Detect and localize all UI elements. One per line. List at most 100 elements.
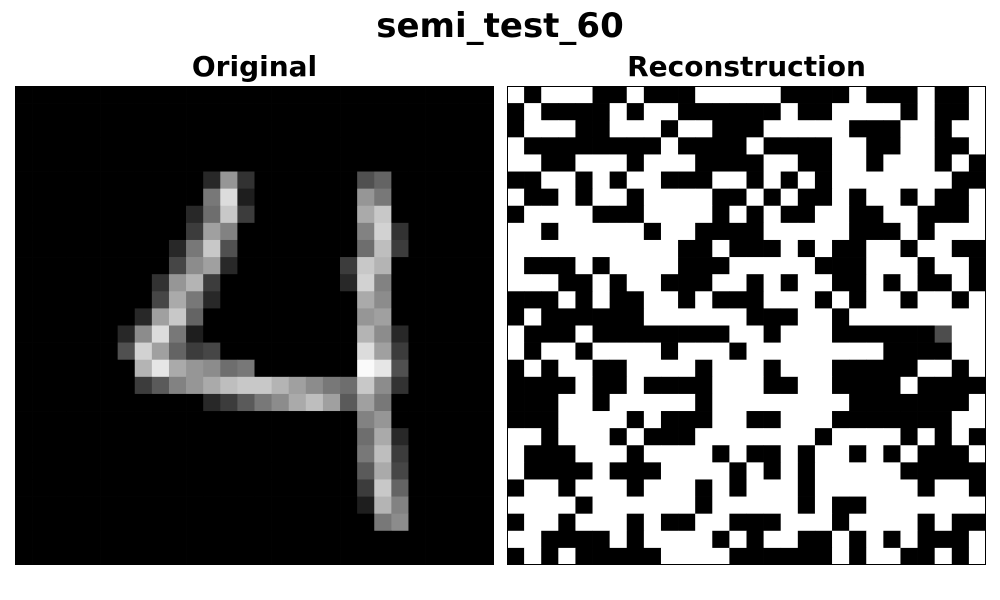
reconstruction-pixel-16-26 — [951, 359, 970, 378]
reconstruction-pixel-12-2 — [541, 291, 559, 309]
reconstruction-pixel-15-21 — [866, 342, 884, 361]
reconstruction-pixel-16-1 — [524, 359, 542, 378]
original-pixel-24-19 — [340, 496, 358, 515]
original-pixel-19-23 — [408, 411, 426, 429]
reconstruction-pixel-21-9 — [660, 445, 679, 463]
original-pixel-18-20 — [357, 393, 375, 412]
reconstruction-pixel-25-3 — [558, 513, 576, 532]
reconstruction-pixel-10-24 — [917, 257, 936, 275]
original-pixel-4-26 — [459, 154, 478, 172]
original-pixel-7-26 — [459, 205, 478, 224]
original-pixel-5-27 — [476, 171, 494, 189]
original-pixel-2-0 — [15, 120, 33, 138]
reconstruction-pixel-14-5 — [592, 325, 610, 343]
reconstruction-pixel-1-24 — [917, 103, 936, 121]
reconstruction-pixel-1-4 — [575, 103, 593, 121]
reconstruction-pixel-8-21 — [866, 222, 884, 241]
original-pixel-27-15 — [271, 547, 290, 565]
reconstruction-pixel-11-1 — [524, 274, 542, 292]
original-pixel-14-12 — [220, 325, 238, 343]
reconstruction-pixel-26-25 — [934, 530, 953, 549]
original-pixel-24-16 — [288, 496, 307, 515]
reconstruction-pixel-25-5 — [592, 513, 610, 532]
reconstruction-pixel-10-15 — [763, 257, 782, 275]
reconstruction-pixel-11-19 — [832, 274, 850, 292]
original-pixel-25-2 — [49, 513, 67, 532]
reconstruction-pixel-23-22 — [883, 479, 901, 497]
original-pixel-26-17 — [305, 530, 324, 549]
reconstruction-pixel-27-17 — [797, 547, 816, 565]
reconstruction-pixel-5-4 — [575, 171, 593, 189]
reconstruction-pixel-1-5 — [592, 103, 610, 121]
reconstruction-pixel-4-24 — [917, 154, 936, 172]
reconstruction-pixel-6-0 — [507, 188, 525, 207]
original-pixel-18-12 — [220, 393, 238, 412]
original-pixel-20-17 — [305, 428, 324, 446]
reconstruction-pixel-4-8 — [643, 154, 662, 172]
reconstruction-pixel-14-17 — [797, 325, 816, 343]
reconstruction-pixel-1-2 — [541, 103, 559, 121]
reconstruction-pixel-19-16 — [780, 411, 799, 429]
reconstruction-pixel-24-6 — [609, 496, 628, 515]
original-pixel-8-17 — [305, 222, 324, 241]
reconstruction-pixel-8-17 — [797, 222, 816, 241]
reconstruction-pixel-19-21 — [866, 411, 884, 429]
reconstruction-pixel-3-21 — [866, 137, 884, 155]
reconstruction-pixel-17-6 — [609, 376, 628, 395]
original-pixel-2-5 — [100, 120, 118, 138]
original-pixel-2-27 — [476, 120, 494, 138]
reconstruction-pixel-21-14 — [746, 445, 764, 463]
original-pixel-18-22 — [391, 393, 409, 412]
original-pixel-27-23 — [408, 547, 426, 565]
reconstruction-pixel-15-26 — [951, 342, 970, 361]
original-pixel-12-17 — [305, 291, 324, 309]
reconstruction-pixel-6-13 — [729, 188, 747, 207]
reconstruction-pixel-19-12 — [712, 411, 730, 429]
reconstruction-pixel-14-23 — [900, 325, 918, 343]
original-pixel-27-17 — [305, 547, 324, 565]
reconstruction-pixel-2-14 — [746, 120, 764, 138]
reconstruction-pixel-8-24 — [917, 222, 936, 241]
reconstruction-pixel-24-13 — [729, 496, 747, 515]
original-pixel-0-19 — [340, 86, 358, 104]
original-pixel-22-6 — [117, 462, 136, 480]
original-pixel-4-0 — [15, 154, 33, 172]
original-pixel-0-0 — [15, 86, 33, 104]
original-pixel-6-10 — [186, 188, 204, 207]
reconstruction-pixel-1-9 — [660, 103, 679, 121]
reconstruction-pixel-26-18 — [814, 530, 833, 549]
reconstruction-pixel-8-1 — [524, 222, 542, 241]
original-pixel-10-27 — [476, 257, 494, 275]
reconstruction-pixel-20-22 — [883, 428, 901, 446]
original-pixel-2-8 — [151, 120, 170, 138]
reconstruction-pixel-19-27 — [968, 411, 986, 429]
reconstruction-pixel-7-25 — [934, 205, 953, 224]
reconstruction-pixel-26-12 — [712, 530, 730, 549]
original-pixel-6-15 — [271, 188, 290, 207]
original-pixel-5-14 — [254, 171, 272, 189]
original-pixel-22-0 — [15, 462, 33, 480]
reconstruction-pixel-19-13 — [729, 411, 747, 429]
original-pixel-21-10 — [186, 445, 204, 463]
reconstruction-pixel-2-16 — [780, 120, 799, 138]
reconstruction-pixel-8-12 — [712, 222, 730, 241]
reconstruction-pixel-21-26 — [951, 445, 970, 463]
reconstruction-pixel-15-1 — [524, 342, 542, 361]
reconstruction-pixel-6-16 — [780, 188, 799, 207]
original-pixel-3-17 — [305, 137, 324, 155]
original-pixel-7-4 — [83, 205, 101, 224]
original-pixel-26-11 — [203, 530, 221, 549]
reconstruction-pixel-26-4 — [575, 530, 593, 549]
original-pixel-1-12 — [220, 103, 238, 121]
original-pixel-8-24 — [425, 222, 444, 241]
original-pixel-7-17 — [305, 205, 324, 224]
reconstruction-pixel-13-19 — [832, 308, 850, 326]
reconstruction-pixel-8-2 — [541, 222, 559, 241]
original-pixel-16-13 — [237, 359, 255, 378]
original-pixel-15-14 — [254, 342, 272, 361]
original-pixel-8-22 — [391, 222, 409, 241]
original-pixel-7-10 — [186, 205, 204, 224]
reconstruction-pixel-16-17 — [797, 359, 816, 378]
original-pixel-19-20 — [357, 411, 375, 429]
original-pixel-22-5 — [100, 462, 118, 480]
